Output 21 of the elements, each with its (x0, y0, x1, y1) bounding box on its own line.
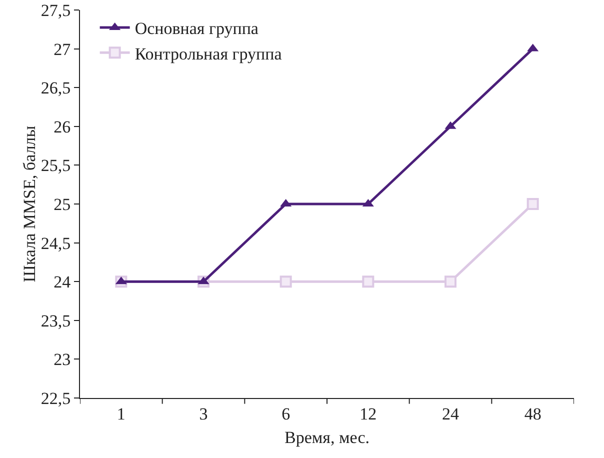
y-tick-label: 23,5 (40, 311, 71, 330)
y-tick-label: 27 (54, 40, 72, 59)
y-tick-label: 26 (54, 117, 71, 136)
y-tick-label: 26,5 (40, 78, 71, 98)
x-tick-label: 1 (116, 404, 126, 424)
y-tick-label: 24 (54, 272, 72, 292)
y-tick-label: 25,5 (40, 156, 71, 176)
x-tick-label: 48 (524, 404, 542, 424)
x-tick-label: 12 (360, 404, 377, 424)
y-tick-label: 22,5 (40, 388, 71, 408)
legend-label: Основная группа (134, 19, 259, 38)
y-axis-title: Шкала MMSE, баллы (20, 125, 39, 282)
x-tick-label: 3 (199, 404, 208, 424)
y-tick-label: 25 (54, 194, 71, 214)
y-tick-label: 24,5 (40, 234, 71, 253)
x-tick-label: 24 (442, 404, 460, 424)
y-tick-label: 23 (54, 350, 71, 370)
legend-label: Контрольная группа (134, 44, 282, 64)
x-tick-label: 6 (282, 404, 290, 424)
x-axis-title: Время, мес. (284, 428, 370, 447)
y-tick-label: 27,5 (40, 0, 71, 20)
